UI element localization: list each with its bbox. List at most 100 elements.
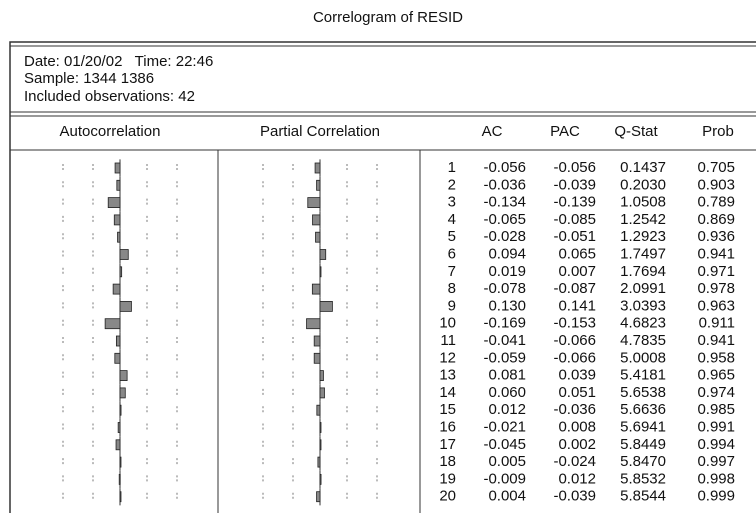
table-cell: 3: [448, 194, 456, 211]
table-cell: 0.936: [697, 228, 735, 245]
table-cell: 11: [440, 332, 456, 349]
table-cell: 0.005: [488, 453, 526, 470]
table-cell: 1.7694: [620, 263, 666, 280]
table-cell: 0.974: [697, 384, 735, 401]
table-cell: 2: [448, 176, 456, 193]
table-cell: -0.056: [553, 159, 596, 176]
window-title: Correlogram of RESID: [313, 9, 463, 26]
correlation-bar: [319, 422, 322, 433]
correlation-bar: [115, 439, 121, 451]
table-cell: 0.903: [697, 176, 735, 193]
info-date: Date: 01/20/02 Time: 22:46: [24, 53, 213, 70]
table-cell: -0.039: [553, 488, 596, 505]
correlation-bar: [313, 335, 321, 347]
correlation-bar: [119, 404, 122, 416]
correlation-bar: [115, 335, 121, 347]
table-cell: 1: [448, 159, 456, 176]
correlation-bar: [116, 179, 121, 191]
table-cell: 16: [439, 418, 456, 435]
correlation-bar: [117, 231, 121, 243]
table-cell: 0.004: [488, 488, 526, 505]
correlation-bar: [119, 300, 132, 312]
table-cell: 0.051: [558, 384, 596, 401]
table-cell: -0.036: [553, 401, 596, 418]
correlation-bar: [311, 283, 321, 295]
table-cell: 5.4181: [620, 367, 666, 384]
table-cell: -0.139: [553, 194, 596, 211]
table-cell: 14: [439, 384, 456, 401]
correlation-bar: [117, 422, 121, 433]
table-cell: -0.056: [483, 159, 526, 176]
correlation-bar: [319, 439, 322, 451]
correlation-bar: [113, 214, 121, 226]
column-header: Partial Correlation: [260, 123, 380, 140]
table-cell: 0.998: [697, 470, 735, 487]
table-cell: 18: [439, 453, 456, 470]
table-cell: 5.8470: [620, 453, 666, 470]
table-cell: 0.958: [697, 349, 735, 366]
correlation-bar: [119, 387, 126, 399]
table-cell: -0.059: [483, 349, 526, 366]
table-cell: 1.7497: [620, 245, 666, 262]
table-cell: 19: [439, 470, 456, 487]
table-cell: -0.036: [483, 176, 526, 193]
table-cell: -0.065: [483, 211, 526, 228]
table-cell: 17: [439, 436, 456, 453]
table-cell: 5.0008: [620, 349, 666, 366]
table-cell: -0.024: [553, 453, 596, 470]
table-cell: 0.941: [697, 332, 735, 349]
table-cell: 0.012: [488, 401, 526, 418]
table-cell: 0.008: [558, 418, 596, 435]
correlation-bar: [317, 456, 321, 468]
table-cell: 5.8449: [620, 436, 666, 453]
correlation-bar: [319, 266, 322, 278]
table-cell: -0.039: [553, 176, 596, 193]
table-cell: -0.087: [553, 280, 596, 297]
correlation-bar: [319, 249, 327, 260]
column-header: PAC: [550, 123, 580, 140]
column-header: Prob: [702, 123, 734, 140]
table-cell: 12: [439, 349, 456, 366]
table-cell: 0.978: [697, 280, 735, 297]
correlation-bar: [312, 214, 321, 226]
table-cell: 20: [439, 488, 456, 505]
table-cell: 7: [448, 263, 456, 280]
table-cell: 6: [448, 245, 456, 262]
correlation-bar: [319, 300, 333, 312]
table-cell: 5.6941: [620, 418, 666, 435]
table-cell: 0.039: [558, 367, 596, 384]
table-cell: 5.8544: [620, 488, 666, 505]
correlation-bar: [316, 404, 321, 416]
table-cell: -0.045: [483, 436, 526, 453]
table-cell: 0.141: [558, 297, 596, 314]
table-cell: 10: [439, 315, 456, 332]
table-cell: 0.130: [488, 297, 526, 314]
correlation-bar: [306, 318, 321, 330]
table-cell: 0.994: [697, 436, 735, 453]
table-cell: 0.002: [558, 436, 596, 453]
table-cell: 0.999: [697, 488, 735, 505]
table-cell: 0.985: [697, 401, 735, 418]
table-cell: 0.705: [697, 159, 735, 176]
correlation-bar: [314, 162, 321, 174]
table-cell: 0.1437: [620, 159, 666, 176]
frame: [9, 41, 756, 513]
table-cell: -0.021: [483, 418, 526, 435]
correlation-bar: [104, 318, 121, 330]
info-sample: Sample: 1344 1386: [24, 70, 154, 87]
table-cell: 0.963: [697, 297, 735, 314]
table-cell: -0.051: [553, 228, 596, 245]
table-cell: 0.060: [488, 384, 526, 401]
table-cell: -0.153: [553, 315, 596, 332]
table-cell: 0.997: [697, 453, 735, 470]
table-cell: -0.078: [483, 280, 526, 297]
table-cell: -0.085: [553, 211, 596, 228]
table-cell: 0.094: [488, 245, 526, 262]
table-cell: 1.2923: [620, 228, 666, 245]
correlation-bar: [119, 491, 122, 503]
correlation-bar: [112, 283, 121, 295]
correlation-bar: [319, 370, 324, 382]
table-cell: -0.169: [483, 315, 526, 332]
